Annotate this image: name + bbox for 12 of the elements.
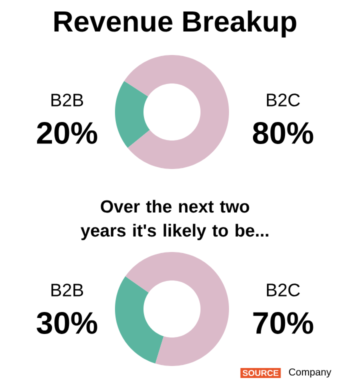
data-label: 80% xyxy=(252,122,314,144)
data-label: 70% xyxy=(253,312,314,334)
text: Company xyxy=(289,368,332,378)
slice-label: B2C xyxy=(266,94,300,106)
slice-label: B2B xyxy=(51,94,84,106)
text: SOURCE xyxy=(242,370,278,376)
chart-title: Revenue Breakup xyxy=(54,10,296,38)
data-label: 20% xyxy=(37,122,98,144)
slice-label: B2C xyxy=(266,284,300,296)
chart-title: Over the next two years it's likely to be... xyxy=(80,200,268,240)
slice-label: B2B xyxy=(51,284,84,296)
data-label: 30% xyxy=(36,312,98,334)
